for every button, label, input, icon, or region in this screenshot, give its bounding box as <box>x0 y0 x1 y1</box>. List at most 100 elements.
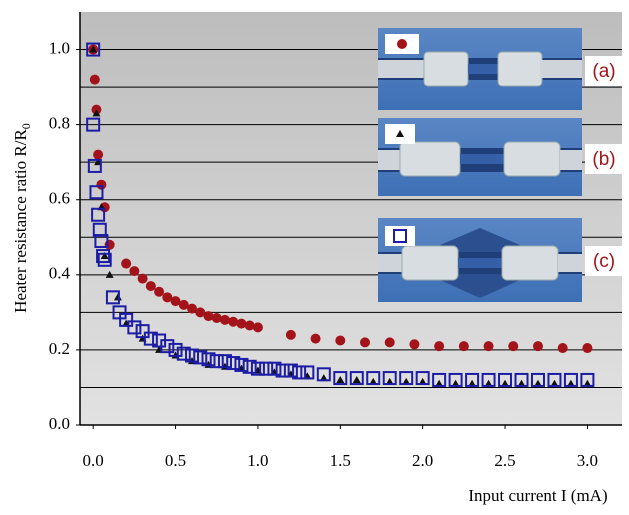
marker-square <box>87 158 102 173</box>
marker-triangle <box>396 130 404 137</box>
y-tick-label: 0.0 <box>49 414 70 433</box>
y-tick-label: 1.0 <box>49 38 70 57</box>
legend-label: (c) <box>593 251 615 272</box>
marker-circle <box>582 343 593 354</box>
insets <box>378 28 623 302</box>
marker-circle <box>310 333 321 344</box>
marker-circle <box>397 39 407 49</box>
y-axis-label-subscript: 0 <box>19 123 33 129</box>
marker-square <box>168 342 183 357</box>
marker-square <box>316 367 331 382</box>
marker-square <box>393 229 407 243</box>
marker-circle <box>384 337 395 348</box>
marker-triangle <box>89 45 98 53</box>
marker-circle <box>236 318 247 329</box>
marker-circle <box>508 341 519 352</box>
marker-square <box>366 371 381 386</box>
marker-circle <box>483 341 494 352</box>
marker-square <box>96 249 111 264</box>
y-tick-label: 0.8 <box>49 114 70 133</box>
marker-square <box>275 363 290 378</box>
marker-circle <box>434 341 445 352</box>
marker-circle <box>211 312 222 323</box>
x-tick-label: 2.5 <box>494 451 515 470</box>
y-tick-label: 0.2 <box>49 339 70 358</box>
marker-circle <box>89 74 100 85</box>
marker-square <box>267 361 282 376</box>
x-tick-label: 1.5 <box>330 451 351 470</box>
marker-circle <box>244 320 255 331</box>
marker-circle <box>96 179 107 190</box>
marker-circle <box>93 149 104 160</box>
x-tick-label: 3.0 <box>577 451 598 470</box>
y-axis-label: Heater resistance ratio R/R0 <box>11 123 33 313</box>
marker-circle <box>557 343 568 354</box>
marker-square <box>382 371 397 386</box>
marker-square <box>176 346 191 361</box>
marker-square <box>143 331 158 346</box>
marker-square <box>127 320 142 335</box>
marker-square <box>86 42 101 57</box>
x-tick-label: 0.5 <box>165 451 186 470</box>
marker-square <box>349 371 364 386</box>
marker-square <box>250 361 265 376</box>
marker-square <box>185 348 200 363</box>
marker-square <box>105 290 120 305</box>
y-tick-label: 0.4 <box>49 264 71 283</box>
marker-circle <box>335 335 346 346</box>
marker-circle <box>154 286 165 297</box>
legend-label: (a) <box>592 61 615 82</box>
marker-square <box>580 372 595 387</box>
marker-circle <box>129 266 140 277</box>
marker-circle <box>203 311 214 322</box>
marks <box>86 42 595 387</box>
marker-circle <box>178 299 189 310</box>
marker-circle <box>285 329 296 340</box>
marker-square <box>547 372 562 387</box>
marker-circle <box>360 337 371 348</box>
y-tick-label: 0.6 <box>49 189 70 208</box>
marker-square <box>514 372 529 387</box>
marker-square <box>209 354 224 369</box>
marker-square <box>193 350 208 365</box>
marker-square <box>91 207 106 222</box>
x-axis-label: Input current I (mA) <box>468 486 607 505</box>
marker-square <box>94 234 109 249</box>
marker-square <box>333 371 348 386</box>
marker-square <box>481 372 496 387</box>
series <box>88 44 593 354</box>
marker-circle <box>409 339 420 350</box>
label-box <box>585 56 623 86</box>
marker-circle <box>532 341 543 352</box>
marker-square <box>300 365 315 380</box>
marker-square <box>135 324 150 339</box>
marker-circle <box>121 258 132 269</box>
marker-square <box>259 361 274 376</box>
x-tick-label: 2.0 <box>412 451 433 470</box>
marker-triangle <box>352 375 361 383</box>
marker-square <box>89 185 104 200</box>
marker-square <box>432 372 447 387</box>
marker-triangle <box>336 375 345 383</box>
marker-triangle <box>92 109 101 117</box>
marker-square <box>226 356 241 371</box>
inset-photo-a <box>378 28 582 110</box>
marker-square <box>399 371 414 386</box>
marker-square <box>415 371 430 386</box>
inset-photo-b <box>378 118 582 196</box>
marker-circle <box>170 296 181 307</box>
x-tick-label: 0.0 <box>83 451 104 470</box>
marker-square <box>217 354 232 369</box>
marker-triangle <box>105 270 114 278</box>
marker-square <box>160 339 175 354</box>
label-box <box>585 144 623 174</box>
series <box>86 42 595 387</box>
marker-circle <box>228 316 239 327</box>
marker-square <box>201 352 216 367</box>
inset-photo-c <box>378 218 582 302</box>
marker-circle <box>162 292 173 303</box>
marker-square <box>498 372 513 387</box>
marker-square <box>283 363 298 378</box>
marker-circle <box>104 239 115 250</box>
